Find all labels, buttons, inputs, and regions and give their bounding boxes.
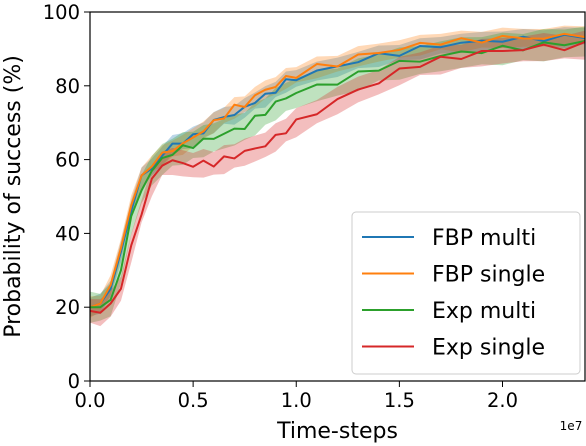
y-axis-ticks: 0 20 40 60 80 100 xyxy=(43,1,90,393)
y-tick-label: 60 xyxy=(55,149,80,172)
x-axis-label: Time-steps xyxy=(276,419,398,444)
line-exp-multi xyxy=(90,40,586,309)
x-axis-ticks: 0.0 0.5 1.0 1.5 2.0 xyxy=(74,381,518,412)
series-lines xyxy=(89,32,586,314)
y-tick-label: 0 xyxy=(68,370,80,393)
y-tick-label: 20 xyxy=(55,296,80,319)
legend-label: FBP multi xyxy=(432,226,536,251)
band-exp-multi xyxy=(90,26,585,323)
line-fbp-single xyxy=(89,32,586,309)
x-tick-label: 0.5 xyxy=(178,389,209,412)
y-axis-label: Probability of success (%) xyxy=(1,55,26,338)
x-tick-label: 0.0 xyxy=(74,389,105,412)
line-exp-single xyxy=(89,40,586,314)
x-tick-label: 2.0 xyxy=(487,389,518,412)
legend-box xyxy=(351,211,581,375)
y-tick-label: 100 xyxy=(43,1,80,24)
legend-label: Exp multi xyxy=(432,299,536,324)
y-tick-label: 40 xyxy=(55,222,80,245)
x-tick-label: 1.5 xyxy=(384,389,415,412)
legend-label: FBP single xyxy=(432,263,545,288)
x-tick-label: 1.0 xyxy=(281,389,312,412)
band-exp-single xyxy=(90,30,585,327)
confidence-bands xyxy=(90,25,585,327)
axes-frame xyxy=(89,11,586,382)
y-tick-label: 80 xyxy=(55,75,80,98)
legend-label: Exp single xyxy=(432,336,545,361)
x-axis-offset-label: 1e7 xyxy=(560,419,583,433)
legend: FBP multi FBP single Exp multi Exp single xyxy=(351,211,581,375)
line-fbp-multi xyxy=(89,33,586,309)
